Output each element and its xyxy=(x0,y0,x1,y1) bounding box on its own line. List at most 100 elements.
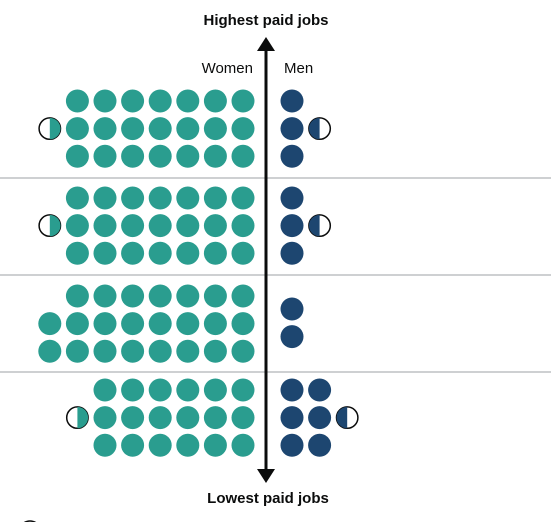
women-icon xyxy=(176,89,200,113)
women-icon xyxy=(38,214,62,238)
women-icon xyxy=(148,378,172,402)
women-icon xyxy=(121,406,145,430)
women-icon xyxy=(65,186,89,210)
women-icon xyxy=(203,339,227,363)
women-icon xyxy=(176,406,200,430)
women-icon xyxy=(148,339,172,363)
women-icon xyxy=(231,144,255,168)
women-icon xyxy=(121,117,145,141)
women-icon xyxy=(176,284,200,308)
women-icon xyxy=(231,89,255,113)
women-icon xyxy=(203,241,227,265)
women-icon xyxy=(121,312,145,336)
women-icon xyxy=(203,144,227,168)
women-icon xyxy=(121,214,145,238)
women-icon xyxy=(121,339,145,363)
women-icon xyxy=(203,312,227,336)
women-icon xyxy=(65,117,89,141)
women-icon xyxy=(65,312,89,336)
women-icon xyxy=(148,406,172,430)
women-icon xyxy=(65,284,89,308)
women-icon xyxy=(231,117,255,141)
women-icon xyxy=(176,339,200,363)
women-icon xyxy=(148,241,172,265)
women-icon xyxy=(203,406,227,430)
women-icon xyxy=(203,186,227,210)
arrow-down-icon xyxy=(257,469,275,483)
pictogram-icons xyxy=(38,89,359,457)
women-icon xyxy=(121,89,145,113)
women-icon xyxy=(65,406,89,430)
women-icon xyxy=(231,186,255,210)
women-icon xyxy=(121,144,145,168)
women-icon xyxy=(93,378,117,402)
men-icon xyxy=(280,117,304,141)
women-icon xyxy=(93,186,117,210)
women-icon xyxy=(121,433,145,457)
men-icon xyxy=(280,144,304,168)
women-icon xyxy=(93,89,117,113)
men-icon xyxy=(308,214,332,238)
women-icon xyxy=(93,144,117,168)
women-icon xyxy=(231,312,255,336)
women-icon xyxy=(176,312,200,336)
axis-top-label: Highest paid jobs xyxy=(203,12,328,29)
women-icon xyxy=(121,241,145,265)
women-icon xyxy=(148,89,172,113)
quartile-separators xyxy=(0,177,551,373)
women-icon xyxy=(203,117,227,141)
men-icon xyxy=(308,378,332,402)
men-icon xyxy=(280,325,304,349)
women-icon xyxy=(121,378,145,402)
women-icon xyxy=(65,89,89,113)
women-icon xyxy=(148,117,172,141)
women-icon xyxy=(203,89,227,113)
men-icon xyxy=(280,89,304,113)
vertical-axis-arrow xyxy=(257,37,275,483)
women-icon xyxy=(231,241,255,265)
women-icon xyxy=(93,406,117,430)
women-icon xyxy=(65,241,89,265)
women-icon xyxy=(148,186,172,210)
women-icon xyxy=(231,378,255,402)
women-icon xyxy=(176,117,200,141)
women-icon xyxy=(148,433,172,457)
women-icon xyxy=(38,339,62,363)
women-icon xyxy=(93,214,117,238)
women-icon xyxy=(93,312,117,336)
men-icon xyxy=(308,117,332,141)
women-icon xyxy=(93,117,117,141)
women-icon xyxy=(203,433,227,457)
women-icon xyxy=(231,406,255,430)
women-icon xyxy=(176,186,200,210)
women-icon xyxy=(231,433,255,457)
women-icon xyxy=(148,284,172,308)
women-icon xyxy=(121,186,145,210)
women-icon xyxy=(176,433,200,457)
men-icon xyxy=(308,406,332,430)
women-icon xyxy=(65,144,89,168)
men-icon xyxy=(280,214,304,238)
men-icon xyxy=(280,378,304,402)
women-icon xyxy=(121,284,145,308)
women-icon xyxy=(176,144,200,168)
women-icon xyxy=(231,284,255,308)
women-icon xyxy=(148,214,172,238)
women-icon xyxy=(65,339,89,363)
legend-women-label: Women xyxy=(202,60,253,77)
women-icon xyxy=(231,339,255,363)
women-icon xyxy=(65,214,89,238)
women-icon xyxy=(203,378,227,402)
women-icon xyxy=(231,214,255,238)
men-icon xyxy=(280,433,304,457)
men-icon xyxy=(280,297,304,321)
arrow-up-icon xyxy=(257,37,275,51)
women-icon xyxy=(93,284,117,308)
women-icon xyxy=(203,284,227,308)
women-icon xyxy=(176,214,200,238)
women-icon xyxy=(148,144,172,168)
men-icon xyxy=(335,406,359,430)
women-icon xyxy=(93,339,117,363)
women-icon xyxy=(203,214,227,238)
